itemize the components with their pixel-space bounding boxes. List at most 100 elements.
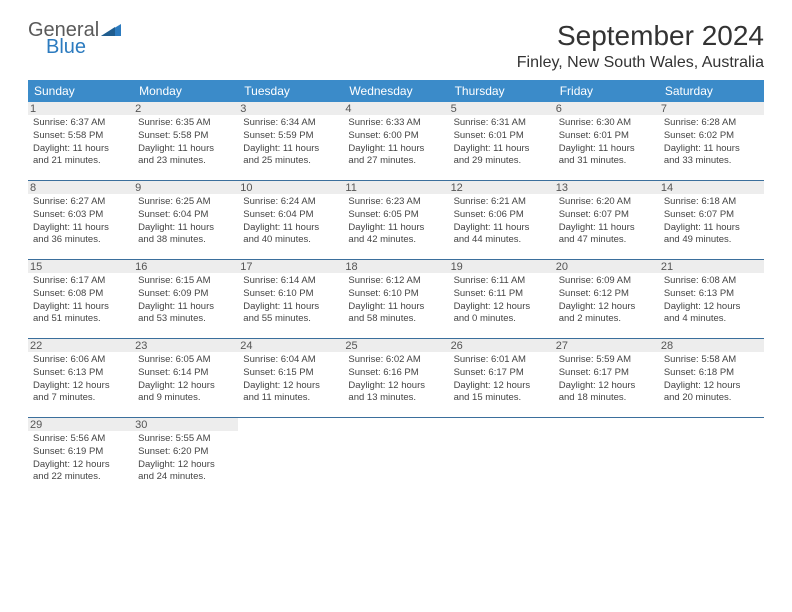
calendar-week: 1Sunrise: 6:37 AMSunset: 5:58 PMDaylight… (28, 102, 764, 181)
sunset-line: Sunset: 6:17 PM (454, 367, 549, 380)
daylight-line: and 36 minutes. (33, 234, 128, 247)
calendar-cell: 24Sunrise: 6:04 AMSunset: 6:15 PMDayligh… (238, 339, 343, 417)
calendar-cell: 17 Sunrise: 6:14 AMSunset: 6:10 PMDayligh… (238, 260, 343, 338)
calendar-cell: 21Sunrise: 6:08 AMSunset: 6:13 PMDayligh… (659, 260, 764, 338)
day-number: 13 (554, 181, 659, 194)
sunrise-line: Sunrise: 6:25 AM (138, 196, 233, 209)
sunset-line: Sunset: 6:01 PM (559, 130, 654, 143)
sunset-line: Sunset: 6:20 PM (138, 446, 233, 459)
daylight-line: and 31 minutes. (559, 155, 654, 168)
daylight-line: Daylight: 12 hours (33, 380, 128, 393)
sunset-line: Sunset: 6:03 PM (33, 209, 128, 222)
calendar-week: 22Sunrise: 6:06 AMSunset: 6:13 PMDayligh… (28, 339, 764, 418)
daylight-line: Daylight: 12 hours (559, 301, 654, 314)
daylight-line: Daylight: 11 hours (348, 301, 443, 314)
daylight-line: Daylight: 11 hours (138, 222, 233, 235)
sunrise-line: Sunrise: 6:14 AM (243, 275, 338, 288)
daylight-line: and 40 minutes. (243, 234, 338, 247)
brand-logo: General Blue (28, 20, 121, 57)
daylight-line: Daylight: 12 hours (138, 380, 233, 393)
sunrise-line: Sunrise: 6:21 AM (454, 196, 549, 209)
calendar-cell: 4Sunrise: 6:33 AMSunset: 6:00 PMDaylight… (343, 102, 448, 180)
sunrise-line: Sunrise: 6:08 AM (664, 275, 759, 288)
calendar-cell: 23Sunrise: 6:05 AMSunset: 6:14 PMDayligh… (133, 339, 238, 417)
daylight-line: and 42 minutes. (348, 234, 443, 247)
calendar-cell: 2Sunrise: 6:35 AMSunset: 5:58 PMDaylight… (133, 102, 238, 180)
sunset-line: Sunset: 6:10 PM (348, 288, 443, 301)
day-number: 9 (133, 181, 238, 194)
calendar-cell: 16Sunrise: 6:15 AMSunset: 6:09 PMDayligh… (133, 260, 238, 338)
daylight-line: and 4 minutes. (664, 313, 759, 326)
calendar-cell: 5Sunrise: 6:31 AMSunset: 6:01 PMDaylight… (449, 102, 554, 180)
daylight-line: and 25 minutes. (243, 155, 338, 168)
sunset-line: Sunset: 6:13 PM (664, 288, 759, 301)
day-number: 26 (449, 339, 554, 352)
calendar-cell: 12Sunrise: 6:21 AMSunset: 6:06 PMDayligh… (449, 181, 554, 259)
daylight-line: and 44 minutes. (454, 234, 549, 247)
daylight-line: and 21 minutes. (33, 155, 128, 168)
daylight-line: Daylight: 11 hours (243, 301, 338, 314)
calendar-week: 15Sunrise: 6:17 AMSunset: 6:08 PMDayligh… (28, 260, 764, 339)
day-number: 22 (28, 339, 133, 352)
day-number: 16 (133, 260, 238, 273)
sunrise-line: Sunrise: 5:55 AM (138, 433, 233, 446)
sunset-line: Sunset: 6:02 PM (664, 130, 759, 143)
daylight-line: and 51 minutes. (33, 313, 128, 326)
day-header: Friday (554, 80, 659, 102)
daylight-line: and 38 minutes. (138, 234, 233, 247)
calendar-cell: 8Sunrise: 6:27 AMSunset: 6:03 PMDaylight… (28, 181, 133, 259)
calendar-cell: 19Sunrise: 6:11 AMSunset: 6:11 PMDayligh… (449, 260, 554, 338)
day-number: 14 (659, 181, 764, 194)
calendar-cell: 6Sunrise: 6:30 AMSunset: 6:01 PMDaylight… (554, 102, 659, 180)
sunrise-line: Sunrise: 6:18 AM (664, 196, 759, 209)
sunset-line: Sunset: 6:11 PM (454, 288, 549, 301)
sunset-line: Sunset: 6:16 PM (348, 367, 443, 380)
day-number: 20 (554, 260, 659, 273)
day-number: 27 (554, 339, 659, 352)
sunrise-line: Sunrise: 5:59 AM (559, 354, 654, 367)
sunset-line: Sunset: 6:14 PM (138, 367, 233, 380)
sunset-line: Sunset: 6:07 PM (559, 209, 654, 222)
sunset-line: Sunset: 5:58 PM (138, 130, 233, 143)
sunrise-line: Sunrise: 6:33 AM (348, 117, 443, 130)
day-headers-row: SundayMondayTuesdayWednesdayThursdayFrid… (28, 80, 764, 102)
sunset-line: Sunset: 5:58 PM (33, 130, 128, 143)
daylight-line: Daylight: 12 hours (243, 380, 338, 393)
daylight-line: and 55 minutes. (243, 313, 338, 326)
day-number: 7 (659, 102, 764, 115)
calendar-cell-empty (343, 418, 448, 496)
sunset-line: Sunset: 6:18 PM (664, 367, 759, 380)
daylight-line: and 18 minutes. (559, 392, 654, 405)
sunrise-line: Sunrise: 6:24 AM (243, 196, 338, 209)
daylight-line: and 20 minutes. (664, 392, 759, 405)
calendar-cell: 26Sunrise: 6:01 AMSunset: 6:17 PMDayligh… (449, 339, 554, 417)
calendar-cell: 3Sunrise: 6:34 AMSunset: 5:59 PMDaylight… (238, 102, 343, 180)
day-number: 15 (28, 260, 133, 273)
sunset-line: Sunset: 6:06 PM (454, 209, 549, 222)
page-header: General Blue September 2024 Finley, New … (28, 20, 764, 72)
sunset-line: Sunset: 6:12 PM (559, 288, 654, 301)
sunset-line: Sunset: 6:08 PM (33, 288, 128, 301)
day-header: Tuesday (238, 80, 343, 102)
day-number: 3 (238, 102, 343, 115)
daylight-line: Daylight: 12 hours (454, 301, 549, 314)
day-number: 10 (238, 181, 343, 194)
daylight-line: Daylight: 11 hours (454, 143, 549, 156)
sunrise-line: Sunrise: 6:12 AM (348, 275, 443, 288)
day-number: 18 (343, 260, 448, 273)
sunset-line: Sunset: 6:10 PM (243, 288, 338, 301)
day-number: 4 (343, 102, 448, 115)
daylight-line: and 58 minutes. (348, 313, 443, 326)
daylight-line: Daylight: 11 hours (559, 143, 654, 156)
calendar-cell: 10Sunrise: 6:24 AMSunset: 6:04 PMDayligh… (238, 181, 343, 259)
daylight-line: and 13 minutes. (348, 392, 443, 405)
sunset-line: Sunset: 6:17 PM (559, 367, 654, 380)
sunrise-line: Sunrise: 6:30 AM (559, 117, 654, 130)
sunrise-line: Sunrise: 6:31 AM (454, 117, 549, 130)
daylight-line: Daylight: 11 hours (348, 143, 443, 156)
day-header: Monday (133, 80, 238, 102)
daylight-line: and 22 minutes. (33, 471, 128, 484)
day-number: 12 (449, 181, 554, 194)
calendar-cell: 15Sunrise: 6:17 AMSunset: 6:08 PMDayligh… (28, 260, 133, 338)
day-number: 17 (238, 260, 343, 273)
